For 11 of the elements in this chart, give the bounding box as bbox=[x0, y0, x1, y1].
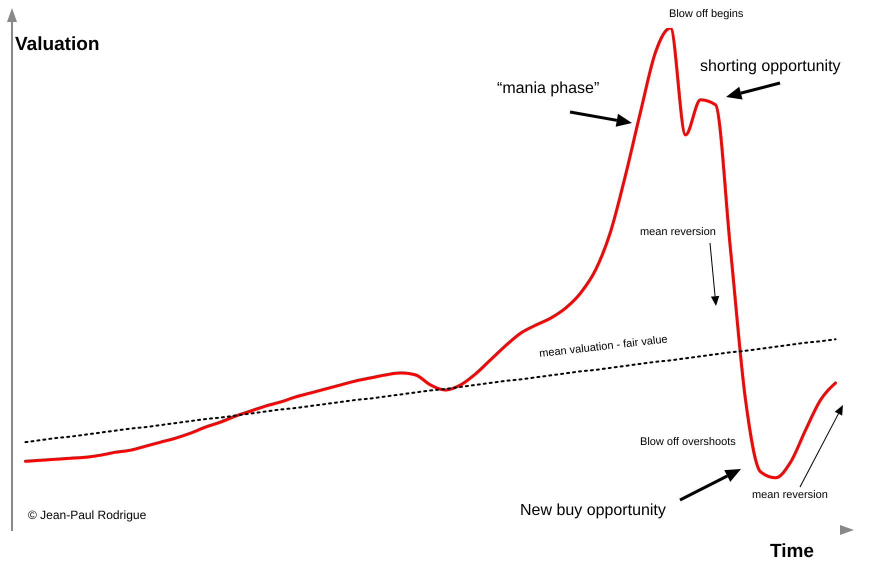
text: Blow off begins bbox=[669, 8, 744, 20]
annotation: © Jean-Paul Rodrigue bbox=[28, 508, 146, 522]
y-axis-title: Valuation bbox=[15, 34, 100, 56]
annotation: shorting opportunity bbox=[700, 58, 841, 76]
annotation: New buy opportunity bbox=[520, 502, 666, 520]
annotation: mean reversion bbox=[640, 226, 716, 238]
annotation: mean reversion bbox=[752, 489, 828, 501]
annotation: Blow off overshoots bbox=[640, 436, 736, 448]
annotation: mean valuation - fair value bbox=[538, 333, 668, 360]
x-axis-title: Time bbox=[770, 541, 814, 563]
annotation: “mania phase” bbox=[497, 80, 600, 98]
